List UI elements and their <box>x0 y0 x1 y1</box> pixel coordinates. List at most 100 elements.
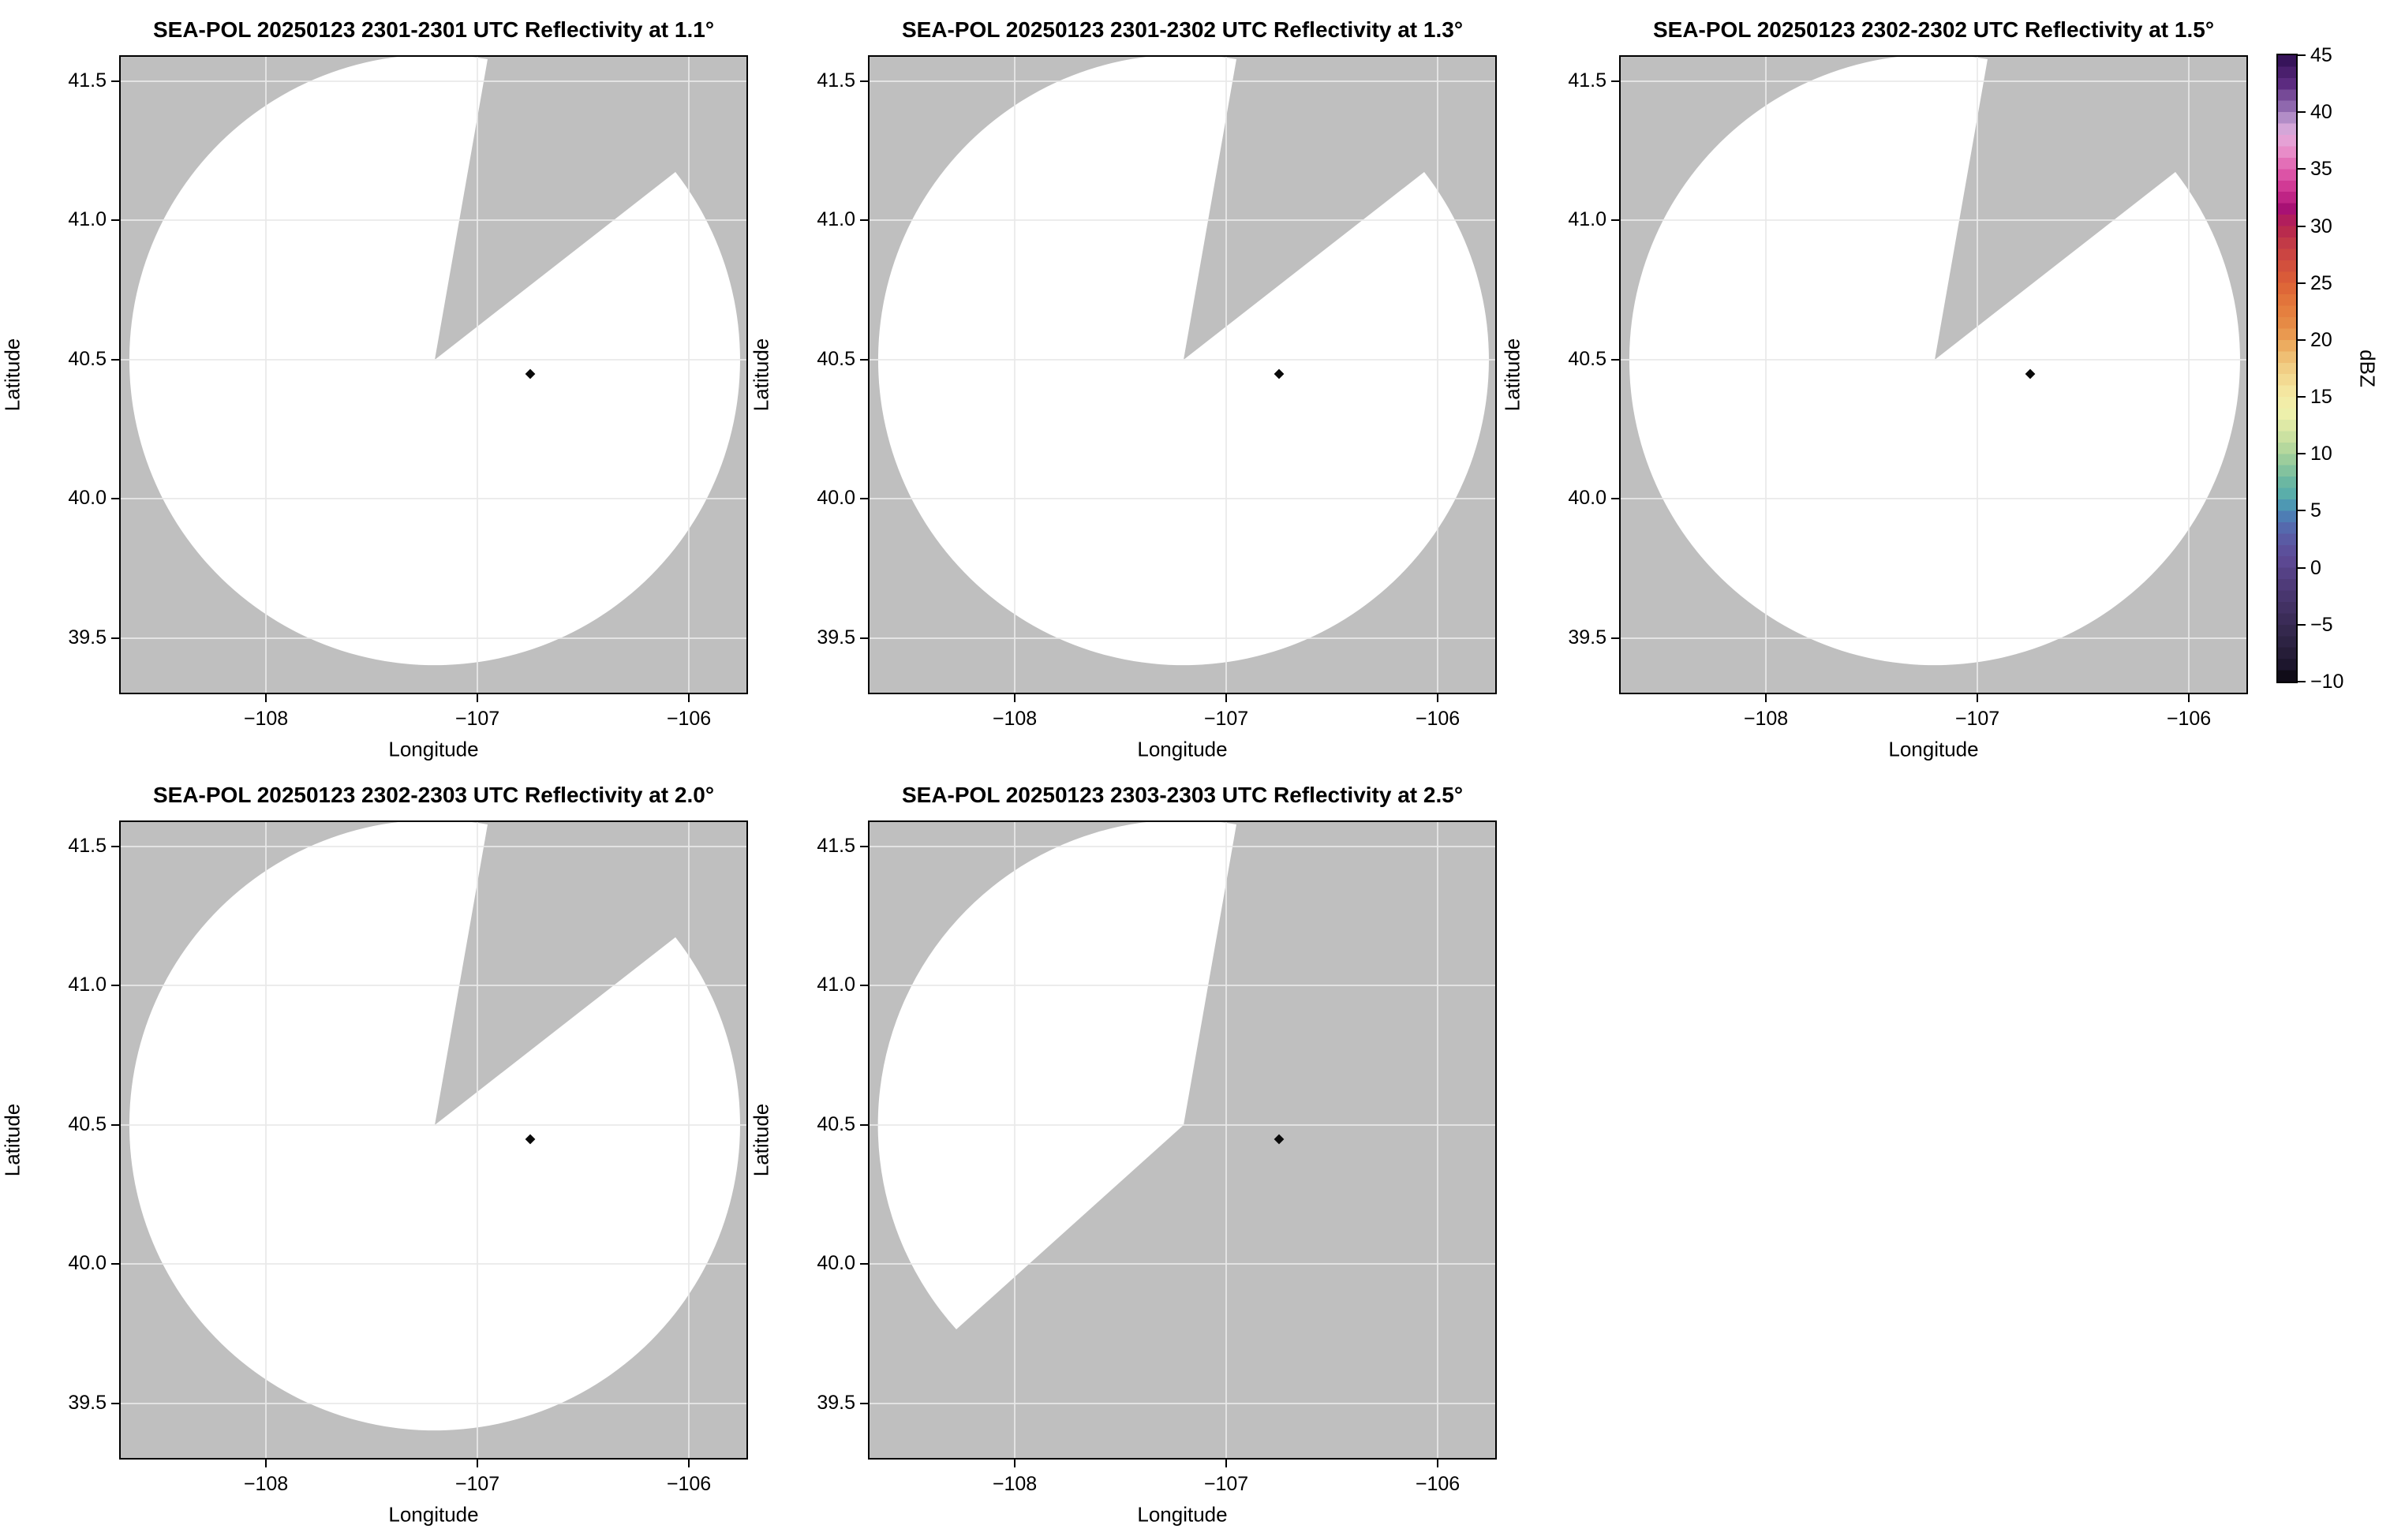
colorbar-tick-label: 20 <box>2310 328 2332 351</box>
y-tick <box>111 498 119 499</box>
plot-area <box>119 820 748 1460</box>
x-axis-label: Longitude <box>388 1502 479 1527</box>
x-tick <box>1437 1460 1438 1467</box>
colorbar-tick <box>2298 54 2306 56</box>
y-tick <box>860 219 868 221</box>
colorbar-tick-label: 15 <box>2310 386 2332 409</box>
y-tick-label: 41.0 <box>817 974 855 996</box>
y-axis-label: Latitude <box>0 338 24 412</box>
radar-panel-4: SEA-POL 20250123 2302-2303 UTC Reflectiv… <box>1 783 748 1527</box>
y-tick <box>1611 498 1619 499</box>
colorbar <box>2276 54 2298 683</box>
colorbar-unit-label: dBZ <box>2355 349 2380 387</box>
colorbar-tick-label: 10 <box>2310 443 2332 465</box>
x-tick-label: −106 <box>666 708 712 730</box>
y-tick <box>860 1263 868 1265</box>
y-tick <box>111 219 119 221</box>
radar-panel-5: SEA-POL 20250123 2303-2303 UTC Reflectiv… <box>750 783 1497 1527</box>
x-axis-label: Longitude <box>1888 737 1979 761</box>
y-axis-label: Latitude <box>1500 338 1524 412</box>
radar-panel-1: SEA-POL 20250123 2301-2301 UTC Reflectiv… <box>1 17 748 761</box>
y-tick-label: 40.5 <box>817 348 855 370</box>
y-tick <box>860 80 868 82</box>
x-tick-label: −107 <box>454 708 500 730</box>
x-tick <box>688 694 690 702</box>
grid-lines <box>868 55 1497 694</box>
y-tick <box>111 637 119 639</box>
radar-panel-3: SEA-POL 20250123 2302-2302 UTC Reflectiv… <box>1501 17 2248 761</box>
y-axis-label: Latitude <box>749 338 773 412</box>
y-tick <box>111 1124 119 1126</box>
y-tick-label: 40.0 <box>817 1252 855 1274</box>
y-tick <box>111 846 119 847</box>
y-tick-label: 39.5 <box>68 626 107 649</box>
axes-spine <box>119 820 748 1460</box>
y-tick <box>860 846 868 847</box>
colorbar-tick-label: 40 <box>2310 101 2332 124</box>
x-tick-label: −106 <box>1415 708 1461 730</box>
x-tick-label: −107 <box>454 1473 500 1495</box>
y-tick-label: 39.5 <box>68 1392 107 1414</box>
x-tick <box>265 694 267 702</box>
y-axis-label: Latitude <box>0 1103 24 1177</box>
x-tick <box>477 694 478 702</box>
y-tick-label: 41.5 <box>817 69 855 92</box>
x-tick <box>1765 694 1767 702</box>
colorbar-tick-label: 45 <box>2310 44 2332 66</box>
colorbar-tick <box>2298 225 2306 227</box>
colorbar-tick-label: 0 <box>2310 556 2321 579</box>
x-tick <box>1225 1460 1227 1467</box>
x-axis-label: Longitude <box>1137 1502 1228 1527</box>
y-tick-label: 41.0 <box>1568 208 1606 230</box>
site-marker-diamond-icon <box>2025 368 2036 379</box>
y-tick <box>1611 637 1619 639</box>
y-tick-label: 41.5 <box>1568 69 1606 92</box>
y-tick <box>860 637 868 639</box>
x-tick-label: −108 <box>243 1473 289 1495</box>
x-tick <box>265 1460 267 1467</box>
colorbar-tick-label: 25 <box>2310 271 2332 294</box>
panel-title: SEA-POL 20250123 2301-2301 UTC Reflectiv… <box>152 17 715 42</box>
y-tick-label: 40.0 <box>817 487 855 509</box>
y-tick-label: 40.5 <box>68 1113 107 1135</box>
y-tick <box>860 985 868 986</box>
y-tick <box>860 359 868 361</box>
x-tick-label: −108 <box>992 708 1038 730</box>
y-tick-label: 40.5 <box>817 1113 855 1135</box>
y-tick-label: 40.0 <box>1568 487 1606 509</box>
y-tick-label: 40.0 <box>68 1252 107 1274</box>
colorbar-tick <box>2298 681 2306 682</box>
colorbar-tick-label: 30 <box>2310 215 2332 237</box>
x-tick-label: −107 <box>1954 708 2000 730</box>
x-tick <box>1977 694 1978 702</box>
x-tick <box>1014 1460 1015 1467</box>
x-tick <box>688 1460 690 1467</box>
plot-area <box>1619 55 2248 694</box>
axes-spine <box>1619 55 2248 694</box>
panel-title: SEA-POL 20250123 2302-2303 UTC Reflectiv… <box>152 783 715 807</box>
y-tick-label: 40.5 <box>1568 348 1606 370</box>
y-tick-label: 41.5 <box>68 835 107 857</box>
x-tick <box>1014 694 1015 702</box>
radar-panel-2: SEA-POL 20250123 2301-2302 UTC Reflectiv… <box>750 17 1497 761</box>
y-tick <box>1611 359 1619 361</box>
axes-spine <box>868 55 1497 694</box>
colorbar-tick <box>2298 453 2306 455</box>
x-tick-label: −106 <box>666 1473 712 1495</box>
panel-title: SEA-POL 20250123 2301-2302 UTC Reflectiv… <box>901 17 1464 42</box>
colorbar-tick-label: 35 <box>2310 158 2332 181</box>
y-tick-label: 41.0 <box>68 974 107 996</box>
colorbar-tick-label: 5 <box>2310 499 2321 522</box>
plot-area <box>868 55 1497 694</box>
colorbar-tick <box>2298 338 2306 341</box>
colorbar-tick <box>2298 566 2306 569</box>
y-tick <box>111 985 119 986</box>
colorbar-tick <box>2298 168 2306 170</box>
grid-lines <box>119 55 748 694</box>
plot-area <box>119 55 748 694</box>
x-tick-label: −107 <box>1203 708 1249 730</box>
y-tick-label: 41.0 <box>817 208 855 230</box>
colorbar-tick <box>2298 623 2306 626</box>
y-tick-label: 39.5 <box>817 1392 855 1414</box>
grid-lines <box>868 820 1497 1460</box>
